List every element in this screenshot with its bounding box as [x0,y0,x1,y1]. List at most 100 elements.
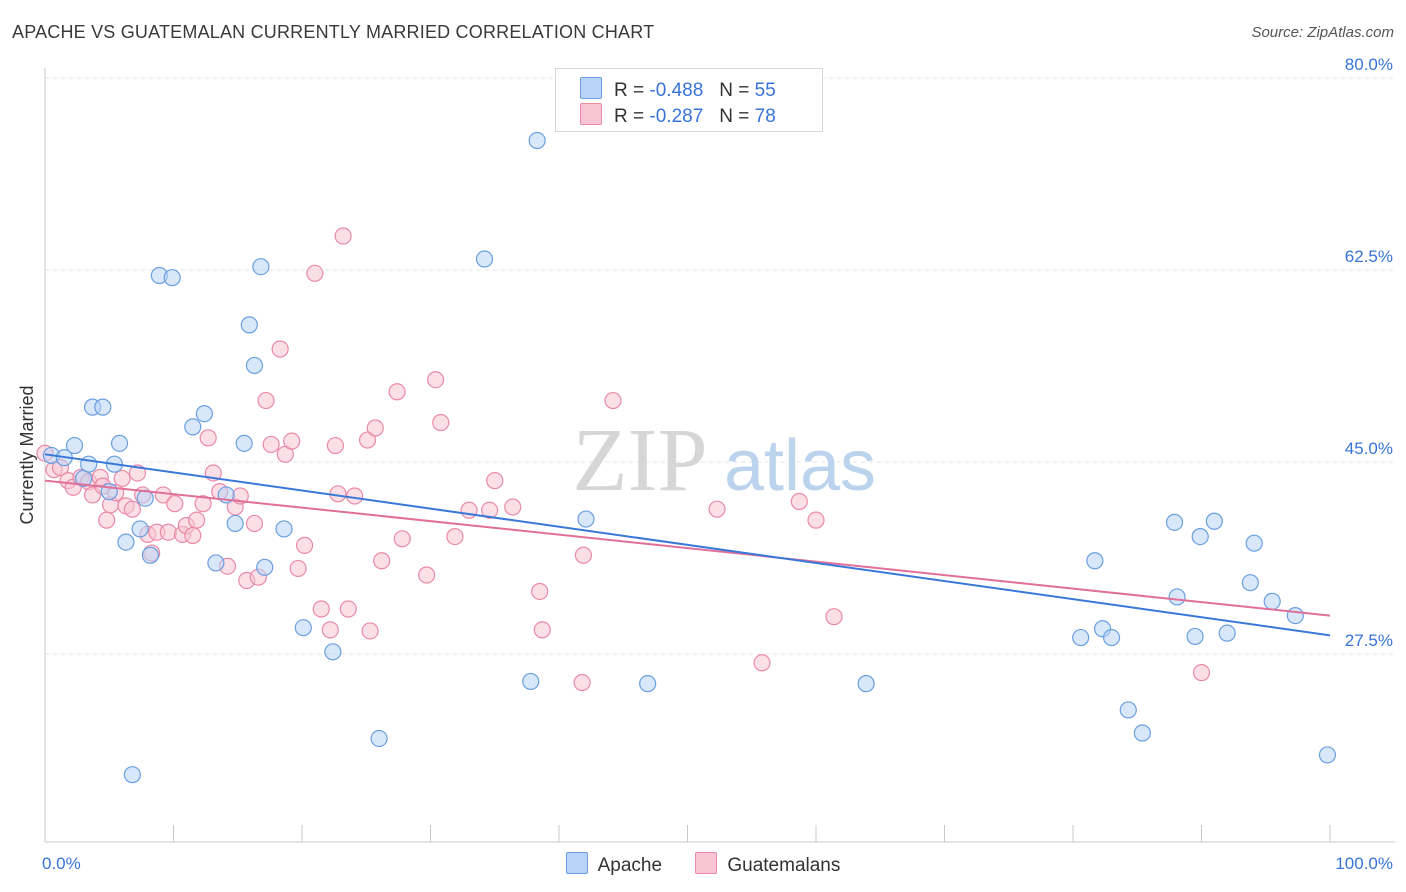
apache-point[interactable] [184,418,202,436]
y-axis-title: Currently Married [17,385,37,524]
apache-point[interactable] [1072,628,1090,647]
guatemalans-point[interactable] [339,600,357,618]
guatemalans-point[interactable] [184,526,202,545]
guatemalans-point[interactable] [790,492,808,511]
guatemalans-point[interactable] [154,486,172,504]
guatemalans-point[interactable] [113,469,131,488]
apache-point[interactable] [1218,624,1236,642]
apache-point[interactable] [370,729,388,748]
apache-point[interactable] [639,675,657,693]
guatemalans-point[interactable] [312,600,330,618]
guatemalans-point[interactable] [166,495,184,513]
apache-point[interactable] [1245,534,1263,552]
apache-point[interactable] [1241,574,1259,592]
guatemalans-point[interactable] [128,464,147,482]
guatemalans-point[interactable] [573,673,591,692]
guatemalans-point[interactable] [262,435,280,454]
guatemalans-point[interactable] [358,431,377,449]
guatemalans-point[interactable] [366,419,384,437]
guatemalans-point[interactable] [393,530,411,548]
apache-point[interactable] [94,398,112,416]
guatemalans-point[interactable] [289,559,307,578]
watermark-atlas: atlas [724,426,876,506]
apache-point[interactable] [275,520,293,538]
guatemalans-point[interactable] [533,621,551,639]
guatemalans-point[interactable] [98,511,116,529]
apache-point[interactable] [1286,606,1304,625]
guatemalans-point[interactable] [504,498,522,516]
guatemalans-point[interactable] [604,391,622,410]
apache-point[interactable] [141,546,159,564]
apache-point[interactable] [1318,746,1337,764]
apache-point[interactable] [1263,592,1281,610]
apache-point[interactable] [256,558,274,576]
guatemalans-point[interactable] [188,511,206,529]
guatemalans-point[interactable] [334,227,352,245]
guatemalans-point[interactable] [346,487,364,505]
guatemalans-point[interactable] [574,546,593,564]
guatemalans-point[interactable] [361,622,379,640]
apache-point[interactable] [240,316,258,334]
apache-point[interactable] [235,434,253,452]
apache-point[interactable] [294,619,312,637]
guatemalans-point[interactable] [306,264,324,282]
guatemalans-point[interactable] [388,383,406,401]
guatemalans-point[interactable] [807,511,825,529]
apache-point[interactable] [522,672,540,691]
guatemalans-point[interactable] [418,566,436,584]
apache-point[interactable] [117,533,135,551]
apache-point[interactable] [252,258,270,276]
apache-point[interactable] [245,356,264,375]
apache-point[interactable] [207,554,225,572]
apache-point[interactable] [163,269,181,287]
apache-point[interactable] [475,250,494,268]
legend-item-apache[interactable]: Apache [565,852,662,877]
apache-point[interactable] [1186,627,1204,646]
guatemalans-point[interactable] [271,340,289,358]
guatemalans-point[interactable] [753,654,771,672]
apache-point[interactable] [1119,701,1137,719]
apache-point[interactable] [65,436,84,455]
guatemalans-point[interactable] [427,371,445,389]
apache-point[interactable] [577,510,595,528]
guatemalans-point[interactable] [432,413,450,432]
guatemalans-point[interactable] [245,514,264,533]
apache-point[interactable] [1133,724,1151,742]
apache-point[interactable] [195,405,213,423]
apache-point[interactable] [80,455,98,473]
guatemalans-point[interactable] [257,391,275,410]
guatemalans-point[interactable] [123,500,141,518]
apache-point[interactable] [1205,512,1223,530]
apache-point[interactable] [1086,552,1104,570]
guatemalans-point[interactable] [481,501,499,519]
legend-item-guatemalans[interactable]: Guatemalans [695,852,840,877]
guatemalans-point[interactable] [531,582,549,601]
guatemalans-point[interactable] [825,608,843,626]
guatemalans-point[interactable] [1192,664,1211,682]
guatemalans-point[interactable] [283,432,301,450]
guatemalans-point[interactable] [194,495,212,513]
guatemalans-legend-label: Guatemalans [727,855,841,876]
apache-point[interactable] [1165,513,1184,531]
guatemalans-point[interactable] [373,552,391,570]
guatemalans-point[interactable] [321,621,339,639]
legend-row-guatemalans: R = -0.287 N = 78 [580,103,776,127]
apache-point[interactable] [131,520,149,538]
apache-point[interactable] [857,675,875,693]
guatemalans-point[interactable] [708,500,726,518]
guatemalans-point[interactable] [326,436,345,455]
apache-point[interactable] [1168,588,1186,606]
guatemalans-point[interactable] [486,472,504,490]
apache-point[interactable] [123,766,141,784]
guatemalans-point[interactable] [446,528,464,546]
guatemalans-point[interactable] [460,501,478,519]
guatemalans-point[interactable] [295,536,314,554]
apache-point[interactable] [110,434,129,452]
apache-point[interactable] [1191,528,1209,546]
guatemalans-point[interactable] [199,429,217,447]
guatemalans-point[interactable] [159,523,177,541]
apache-point[interactable] [528,131,546,150]
apache-point[interactable] [226,514,244,533]
apache-point[interactable] [1102,628,1121,647]
apache-point[interactable] [324,643,342,661]
